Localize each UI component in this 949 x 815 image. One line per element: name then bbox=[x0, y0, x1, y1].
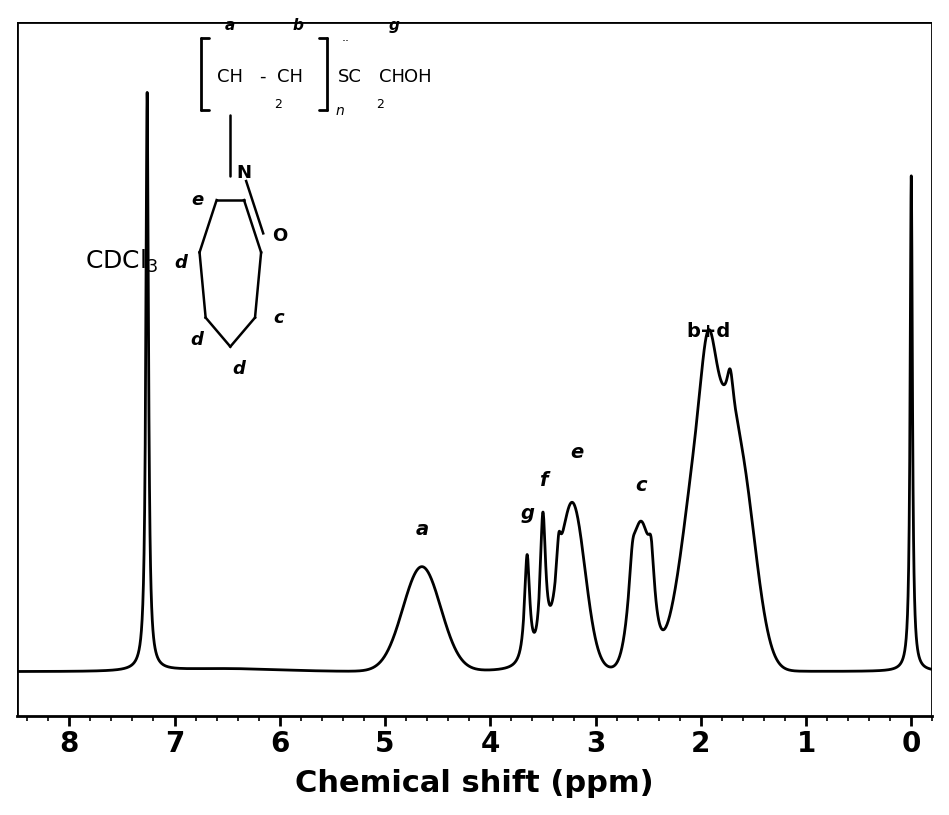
Text: a: a bbox=[225, 18, 235, 33]
Text: OH: OH bbox=[404, 68, 432, 86]
Text: b: b bbox=[292, 18, 303, 33]
Text: e: e bbox=[192, 191, 204, 209]
X-axis label: Chemical shift (ppm): Chemical shift (ppm) bbox=[295, 769, 654, 799]
Text: a: a bbox=[416, 521, 428, 540]
Text: d: d bbox=[233, 359, 245, 377]
Text: CDCl$_3$: CDCl$_3$ bbox=[85, 248, 158, 275]
Text: 2: 2 bbox=[376, 98, 383, 111]
Text: d: d bbox=[191, 331, 204, 349]
Text: N: N bbox=[236, 164, 251, 182]
Text: c: c bbox=[273, 309, 284, 327]
Text: CH: CH bbox=[277, 68, 304, 86]
Text: -: - bbox=[259, 68, 265, 86]
Text: d: d bbox=[175, 254, 187, 272]
Text: g: g bbox=[520, 504, 534, 523]
Text: ..: .. bbox=[342, 31, 350, 44]
Text: SC: SC bbox=[339, 68, 363, 86]
Text: O: O bbox=[272, 227, 288, 244]
Text: g: g bbox=[389, 18, 400, 33]
Text: c: c bbox=[635, 476, 646, 496]
Text: n: n bbox=[335, 104, 344, 118]
Text: e: e bbox=[570, 443, 584, 462]
Text: 2: 2 bbox=[273, 98, 282, 111]
Text: b+d: b+d bbox=[686, 322, 731, 341]
Text: CH: CH bbox=[380, 68, 405, 86]
Text: f: f bbox=[539, 471, 548, 490]
Text: CH: CH bbox=[217, 68, 243, 86]
